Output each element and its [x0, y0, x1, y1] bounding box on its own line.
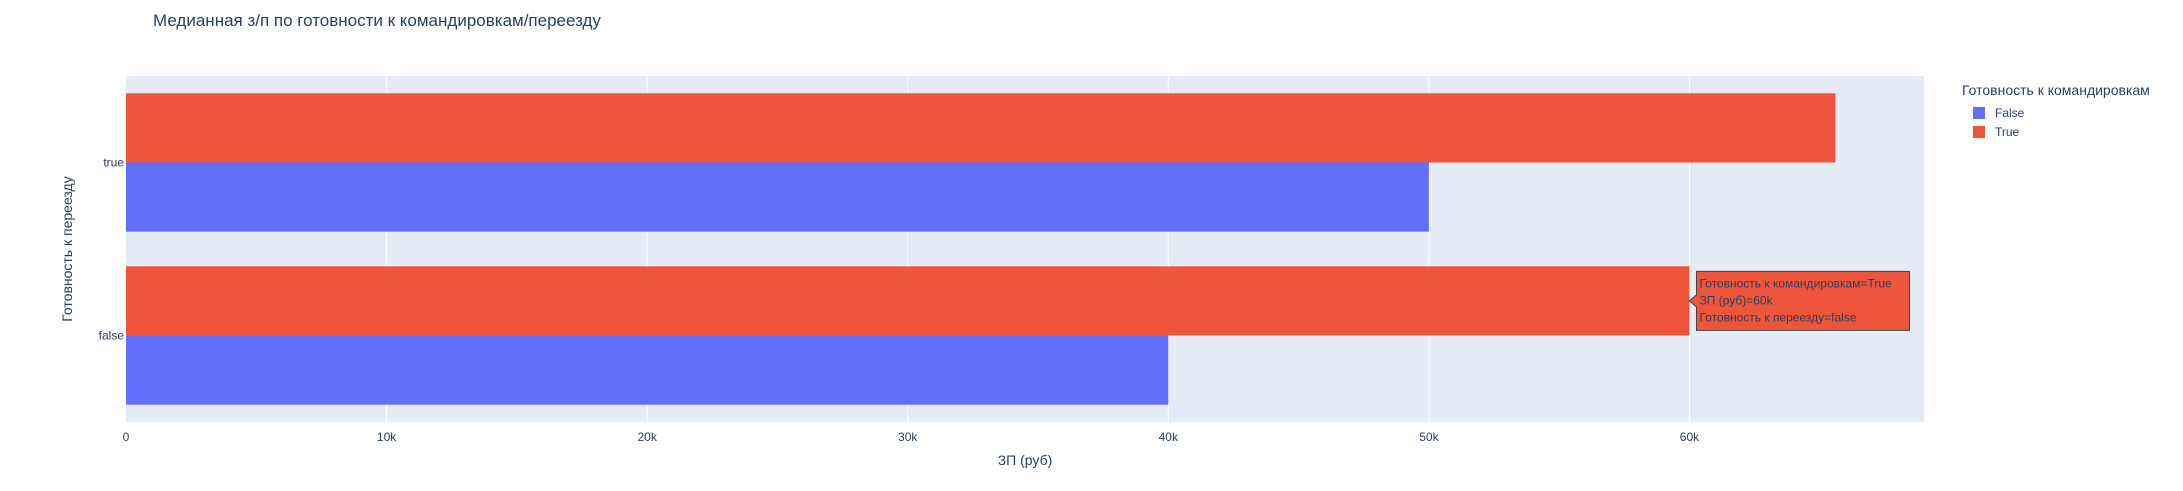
bar-true-true[interactable]	[126, 93, 1836, 163]
legend-swatch-true[interactable]	[1973, 126, 1985, 138]
legend-label-false[interactable]: False	[1995, 106, 2025, 120]
x-tick-label: 60k	[1680, 430, 1700, 444]
bar-false-false[interactable]	[126, 335, 1169, 405]
bar-true-false[interactable]	[126, 266, 1690, 336]
x-tick-label: 20k	[637, 430, 657, 444]
legend-title: Готовность к командировкам	[1962, 82, 2150, 98]
x-axis-title: ЗП (руб)	[998, 452, 1053, 468]
bar-false-true[interactable]	[126, 162, 1429, 232]
y-axis-ticks: false true	[99, 156, 125, 343]
x-tick-label: 30k	[898, 430, 918, 444]
x-axis-ticks: 0 10k 20k 30k 40k 50k 60k	[123, 430, 1700, 444]
hover-tooltip: Готовность к командировкам=True ЗП (руб)=…	[1688, 270, 1910, 331]
x-tick-label: 0	[123, 430, 130, 444]
y-tick-label: true	[103, 156, 124, 170]
chart-title: Медианная з/п по готовности к командиров…	[153, 11, 601, 30]
tooltip-line: ЗП (руб)=60k	[1699, 293, 1773, 307]
x-tick-label: 10k	[377, 430, 397, 444]
tooltip-box	[1688, 270, 1910, 331]
legend-label-true[interactable]: True	[1995, 125, 2020, 139]
bars	[126, 93, 1836, 405]
y-axis-title: Готовность к переезду	[59, 176, 75, 321]
tooltip-line: Готовность к командировкам=True	[1699, 276, 1892, 290]
legend: Готовность к командировкам False True	[1962, 82, 2150, 139]
x-tick-label: 40k	[1159, 430, 1179, 444]
x-tick-label: 50k	[1419, 430, 1439, 444]
y-tick-label: false	[99, 329, 125, 343]
legend-swatch-false[interactable]	[1973, 107, 1985, 119]
tooltip-line: Готовность к переезду=false	[1699, 310, 1856, 324]
